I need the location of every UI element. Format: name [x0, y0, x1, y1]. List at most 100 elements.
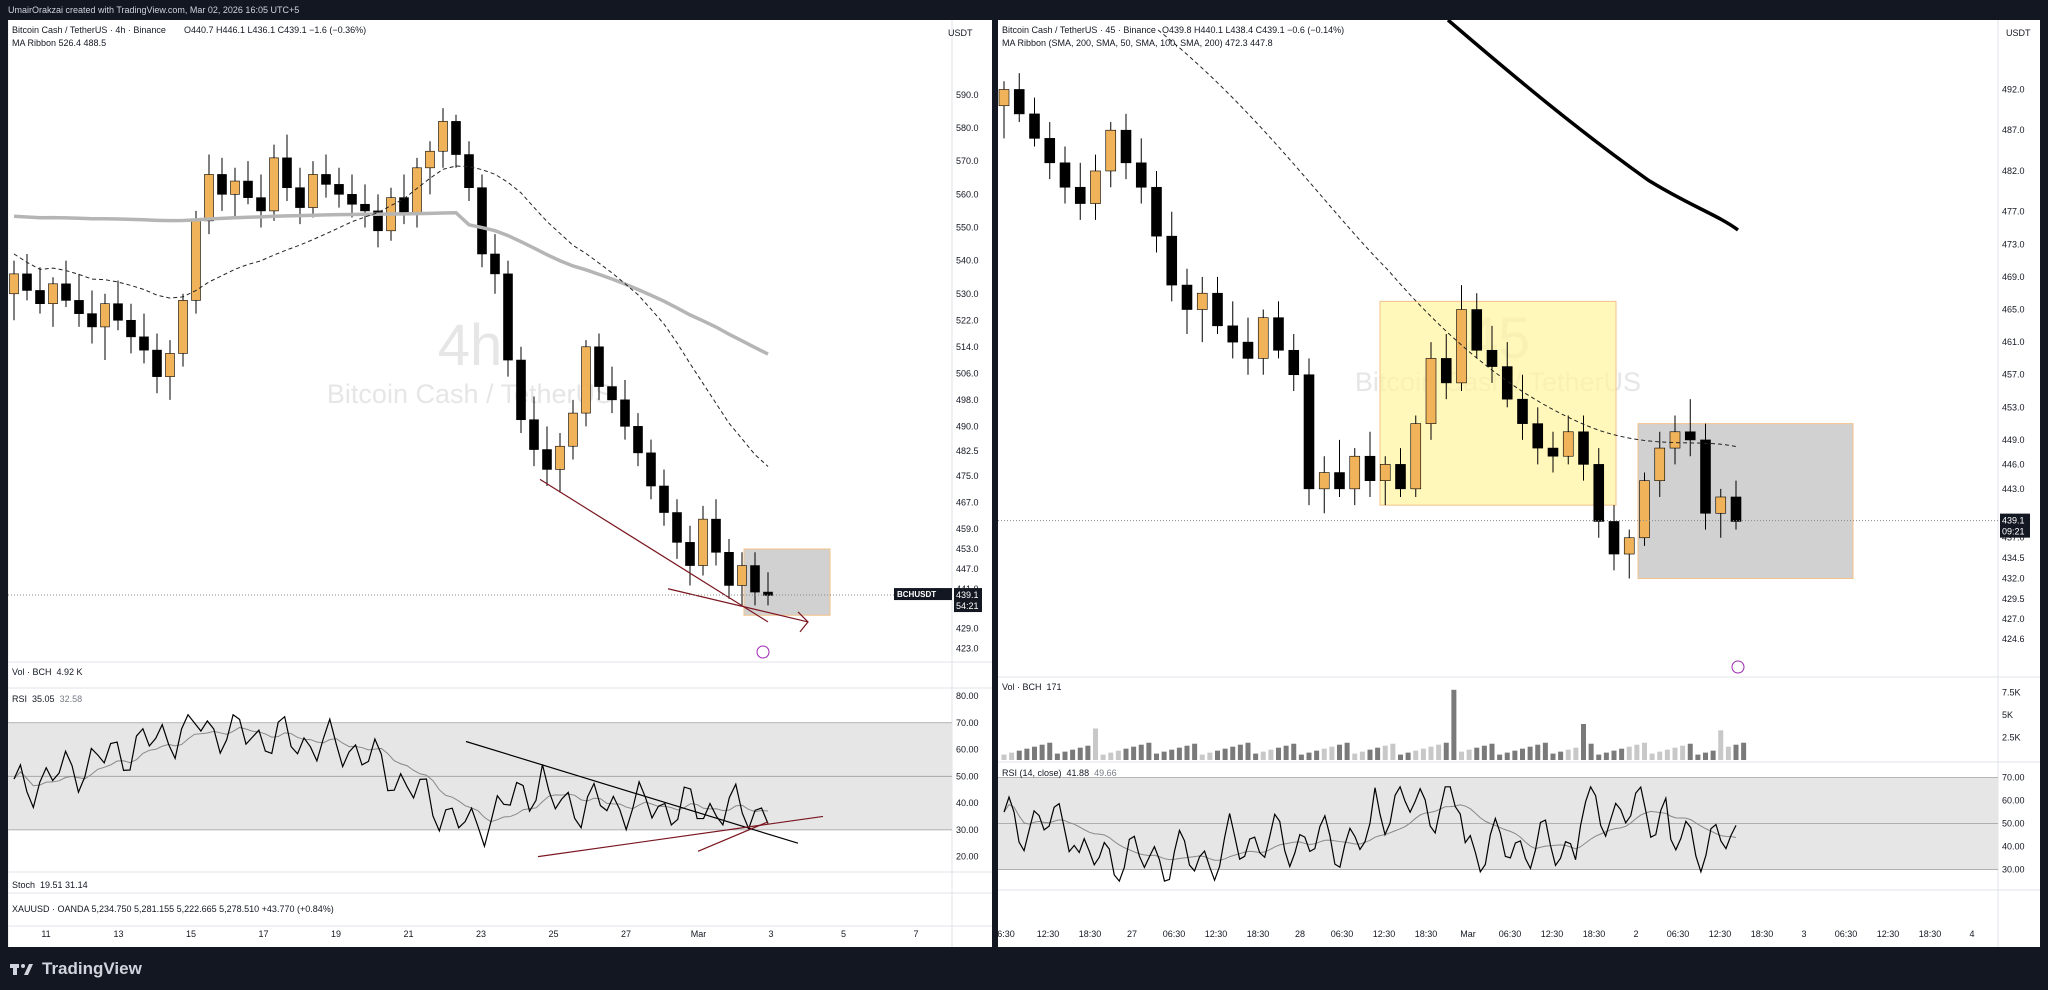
volume-bar — [1260, 751, 1266, 760]
price-tick-label: 560.0 — [956, 189, 979, 199]
tradingview-logo[interactable]: TradingView — [10, 959, 142, 979]
volume-bar — [1497, 754, 1503, 760]
rsi-tick-label: 50.00 — [956, 771, 979, 781]
volume-bar — [1093, 728, 1098, 760]
time-tick-label: 18:30 — [1751, 929, 1774, 939]
volume-bar — [1039, 744, 1045, 760]
volume-bar — [1344, 742, 1350, 760]
price-tick-label: 423.0 — [956, 643, 979, 653]
volume-bar — [1657, 751, 1663, 760]
candle-body — [750, 565, 760, 593]
time-tick-label: 06:30 — [1835, 929, 1858, 939]
price-tick-label: 465.0 — [2002, 305, 2025, 315]
price-tick-label: 449.0 — [2002, 435, 2025, 445]
candle-body — [1700, 439, 1711, 514]
time-tick-label: 4 — [1969, 929, 1974, 939]
candle-body — [581, 346, 591, 414]
time-tick-label: 18:30 — [1919, 929, 1942, 939]
candle-body — [724, 552, 734, 586]
rsi-tick-label: 40.00 — [2002, 842, 2025, 852]
candle-body — [1501, 366, 1513, 400]
time-tick-label: 28 — [1295, 929, 1305, 939]
candle-body — [1151, 186, 1162, 237]
volume-bar — [1725, 746, 1731, 760]
candle-body — [1532, 423, 1544, 449]
candle-body — [1105, 129, 1117, 172]
volume-bar — [1146, 742, 1152, 760]
volume-bar — [1642, 742, 1647, 760]
rsi-tick-label: 60.00 — [2002, 796, 2025, 806]
time-tick-label: 15 — [186, 929, 196, 939]
price-tick-label: 482.0 — [2002, 166, 2025, 176]
price-tick-label: 453.0 — [956, 544, 979, 554]
volume-bar — [1565, 749, 1571, 760]
time-tick-label: 06:30 — [1667, 929, 1690, 939]
candle-body — [1623, 537, 1635, 555]
volume-bar — [1054, 753, 1060, 760]
candle-body — [217, 174, 227, 195]
volume-bar — [1077, 747, 1083, 760]
left-chart-panel[interactable]: 4h Bitcoin Cash / TetherUS 590.0 580.0 570.0… — [8, 20, 992, 947]
candle-body — [1059, 162, 1071, 188]
candle-body — [87, 313, 97, 328]
right-chart-canvas[interactable]: 45Bitcoin Cash / TetherUS492.0487.0482.0… — [998, 20, 2040, 947]
candle-body — [1090, 170, 1101, 204]
volume-bar — [1009, 752, 1015, 760]
time-tick-label: 3 — [768, 929, 773, 939]
time-tick-label: 12:30 — [1373, 929, 1396, 939]
volume-bar — [1405, 752, 1411, 760]
volume-bar — [1504, 752, 1510, 760]
volume-bar — [1138, 744, 1144, 760]
candle-body — [1257, 317, 1269, 359]
price-tick-label: 461.0 — [2002, 337, 2025, 347]
candle-body — [347, 194, 357, 205]
volume-bar — [1108, 752, 1114, 760]
time-tick-label: 11 — [41, 929, 50, 939]
candle-body — [1013, 89, 1025, 115]
candle-body — [464, 154, 474, 188]
rsi-trend-line — [537, 815, 824, 858]
price-tick-label: 580.0 — [956, 123, 979, 133]
volume-bar — [1100, 754, 1106, 760]
candle-body — [1517, 398, 1528, 424]
price-tick-label: 506.0 — [956, 368, 979, 378]
volume-bar — [1237, 744, 1243, 760]
left-currency-label[interactable]: USDT — [948, 28, 973, 38]
volume-bar — [1710, 750, 1716, 760]
symbol-tag-bg — [894, 588, 952, 601]
rsi-line — [13, 713, 769, 849]
time-tick-label: 12:30 — [1709, 929, 1732, 939]
volume-bar — [1649, 753, 1655, 760]
right-ohlc-values: O439.8 H440.1 L438.4 C439.1 −0.6 (−0.14%… — [1162, 25, 1345, 35]
rsi-tick-label: 50.00 — [2002, 819, 2025, 829]
candle-body — [1349, 455, 1361, 490]
volume-bar — [1619, 748, 1625, 760]
candle-body — [1471, 309, 1483, 351]
candle-body — [1547, 447, 1559, 457]
price-tick-label: 522.0 — [956, 315, 979, 325]
right-chart-panel[interactable]: 45Bitcoin Cash / TetherUS492.0487.0482.0… — [998, 20, 2040, 947]
candle-body — [555, 445, 565, 470]
candle-body — [659, 485, 669, 513]
volume-bar — [1268, 749, 1274, 760]
time-tick-label: 12:30 — [1037, 929, 1060, 939]
time-tick-label: 06:30 — [1499, 929, 1522, 939]
time-tick-label: 19 — [331, 929, 341, 939]
candle-body — [1318, 472, 1330, 490]
candle-body — [1334, 472, 1345, 490]
volume-bar — [1047, 742, 1053, 760]
volume-bar — [1420, 748, 1426, 760]
candle-body — [425, 150, 435, 169]
volume-bar — [1596, 754, 1602, 760]
volume-bar — [1413, 750, 1419, 760]
volume-bar — [1176, 747, 1182, 760]
volume-bar — [1626, 746, 1632, 760]
candle-body — [1562, 431, 1574, 457]
price-tick-label: 492.0 — [2002, 84, 2025, 94]
watermark-symbol: Bitcoin Cash / TetherUS — [327, 379, 613, 409]
price-tick-label: 540.0 — [956, 256, 979, 266]
right-currency-label[interactable]: USDT — [2006, 28, 2031, 38]
volume-bar — [1321, 748, 1327, 760]
time-tick-label: 18:30 — [1079, 929, 1102, 939]
